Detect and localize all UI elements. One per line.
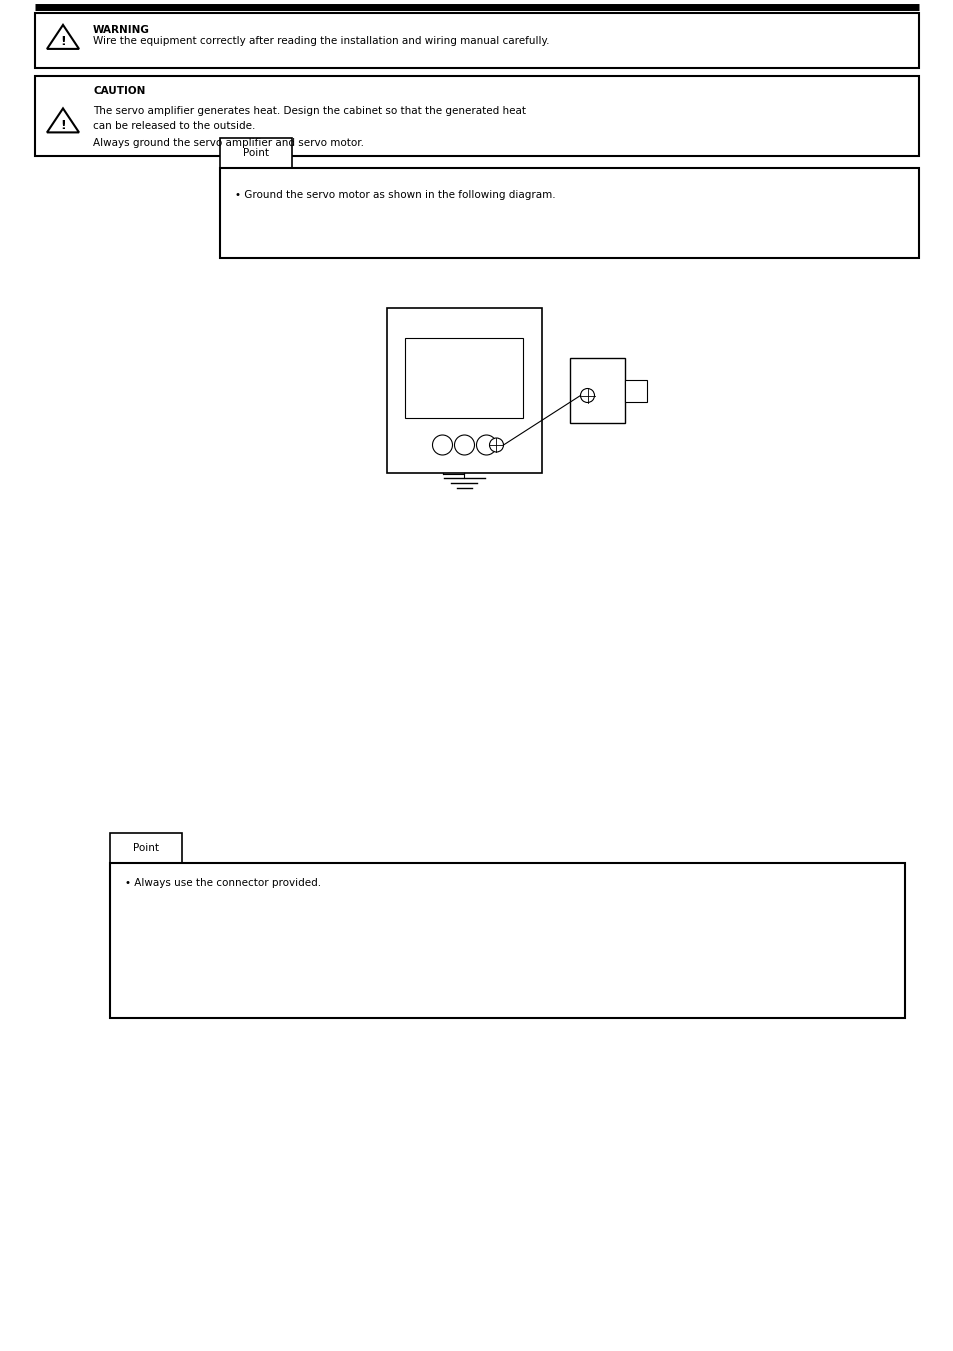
Text: Always ground the servo amplifier and servo motor.: Always ground the servo amplifier and se… <box>92 138 364 149</box>
Text: Point: Point <box>243 149 269 158</box>
Text: !: ! <box>60 119 66 131</box>
Text: CAUTION: CAUTION <box>92 86 145 96</box>
Text: Wire the equipment correctly after reading the installation and wiring manual ca: Wire the equipment correctly after readi… <box>92 35 549 46</box>
Bar <box>220 138 292 168</box>
Bar <box>35 14 918 68</box>
Circle shape <box>454 435 474 455</box>
Bar <box>35 76 918 155</box>
Circle shape <box>579 389 594 403</box>
Bar <box>387 308 541 473</box>
Bar <box>110 834 182 863</box>
Circle shape <box>476 435 496 455</box>
Text: !: ! <box>60 35 66 49</box>
Text: Point: Point <box>132 843 159 852</box>
Bar <box>220 168 918 258</box>
Text: • Ground the servo motor as shown in the following diagram.: • Ground the servo motor as shown in the… <box>234 190 555 200</box>
Bar <box>569 358 624 423</box>
Circle shape <box>432 435 452 455</box>
Bar <box>624 380 646 401</box>
Text: • Always use the connector provided.: • Always use the connector provided. <box>125 878 321 888</box>
Text: The servo amplifier generates heat. Design the cabinet so that the generated hea: The servo amplifier generates heat. Desi… <box>92 105 525 116</box>
Text: WARNING: WARNING <box>92 26 150 35</box>
Text: can be released to the outside.: can be released to the outside. <box>92 122 255 131</box>
Bar <box>405 338 522 417</box>
Bar <box>110 863 904 1019</box>
Circle shape <box>489 438 503 453</box>
